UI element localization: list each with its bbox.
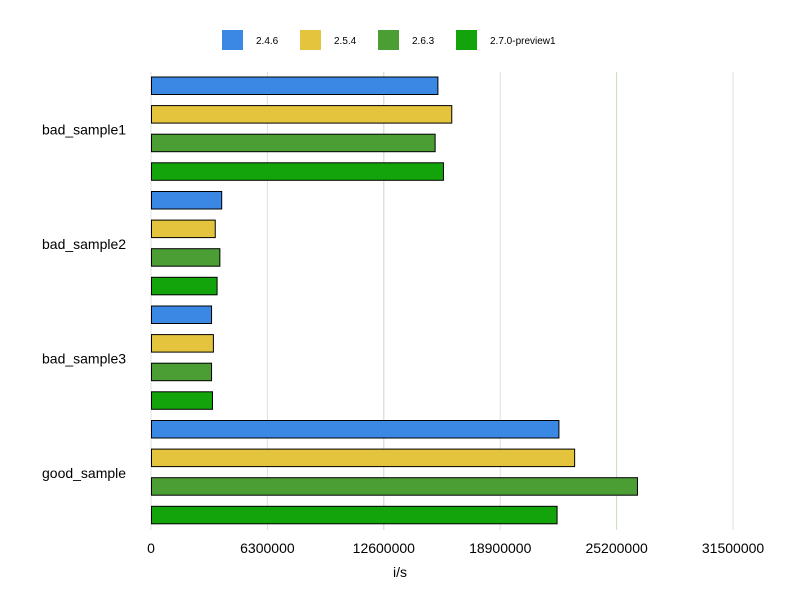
legend-item: 2.7.0-preview1	[456, 30, 556, 50]
x-tick-label: 0	[147, 540, 155, 556]
bar-bad_sample3-2.7.0-preview1	[151, 391, 213, 410]
x-tick-label: 18900000	[469, 540, 532, 556]
category-label: good_sample	[42, 465, 126, 481]
bar-good_sample-2.4.6	[151, 420, 560, 439]
bar-bad_sample2-2.6.3	[151, 248, 221, 267]
legend-label: 2.6.3	[412, 36, 435, 47]
legend: 2.4.6 2.5.4 2.6.3 2.7.0-preview1	[222, 30, 556, 50]
legend-item: 2.6.3	[378, 30, 435, 50]
x-axis-title: i/s	[393, 564, 407, 580]
category-label: bad_sample3	[42, 350, 126, 366]
category-label: bad_sample2	[42, 236, 126, 252]
legend-swatch	[456, 30, 477, 50]
bar-bad_sample1-2.4.6	[151, 76, 439, 95]
category-labels: bad_sample1 bad_sample2 bad_sample3 good_sa…	[42, 121, 126, 481]
bar-bad_sample1-2.7.0-preview1	[151, 162, 444, 181]
x-axis-ticks: 0 6300000 12600000 18900000 25200000 31500000	[147, 540, 764, 556]
legend-swatch	[300, 30, 321, 50]
legend-swatch	[378, 30, 399, 50]
legend-label: 2.7.0-preview1	[490, 36, 556, 47]
category-label: bad_sample1	[42, 121, 126, 137]
x-tick-label: 25200000	[585, 540, 648, 556]
legend-swatch	[222, 30, 243, 50]
bar-good_sample-2.5.4	[151, 448, 576, 468]
bar-bad_sample3-2.5.4	[151, 334, 214, 353]
bars	[151, 76, 638, 525]
bar-bad_sample2-2.5.4	[151, 219, 216, 239]
x-tick-label: 12600000	[353, 540, 416, 556]
bar-bad_sample3-2.6.3	[151, 362, 213, 382]
legend-item: 2.5.4	[300, 30, 357, 50]
bar-bad_sample1-2.5.4	[151, 105, 453, 124]
legend-label: 2.5.4	[334, 36, 357, 47]
bar-good_sample-2.7.0-preview1	[151, 505, 558, 525]
legend-item: 2.4.6	[222, 30, 279, 50]
x-tick-label: 31500000	[702, 540, 765, 556]
x-tick-label: 6300000	[240, 540, 295, 556]
bar-bad_sample2-2.7.0-preview1	[151, 276, 218, 296]
bar-good_sample-2.6.3	[151, 477, 638, 496]
bar-bad_sample2-2.4.6	[151, 191, 223, 210]
bar-bad_sample1-2.6.3	[151, 133, 436, 153]
bar-bad_sample3-2.4.6	[151, 305, 213, 324]
legend-label: 2.4.6	[256, 36, 279, 47]
